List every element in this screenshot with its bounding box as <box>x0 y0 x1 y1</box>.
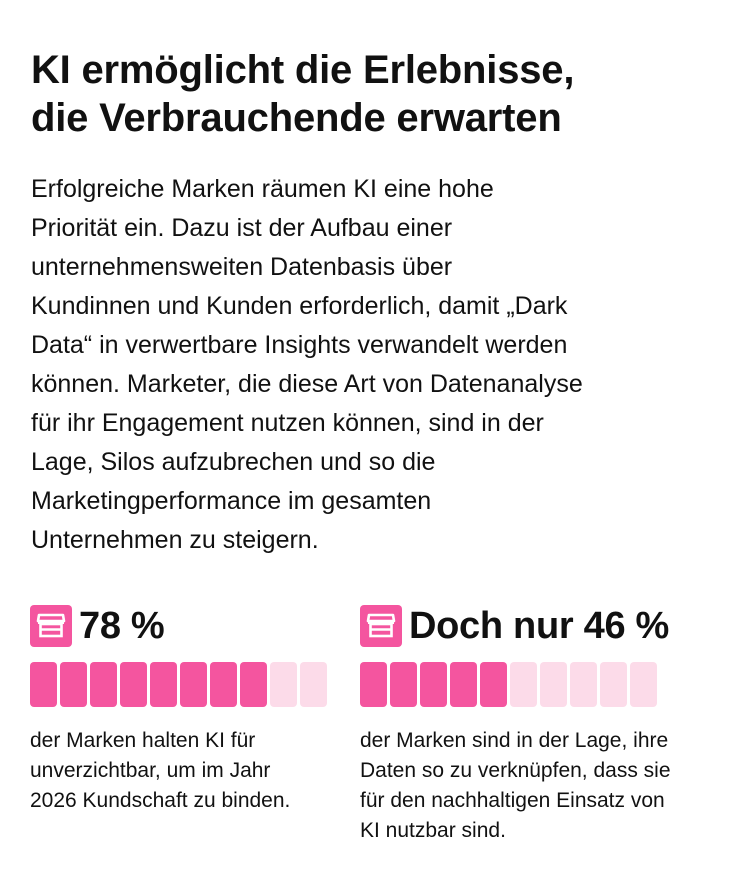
progress-segment-empty <box>570 662 597 707</box>
progress-segment-empty <box>300 662 327 707</box>
body-line: Lage, Silos aufzubrechen und so die <box>31 448 436 476</box>
progress-segment-filled <box>360 662 387 707</box>
body-line: Unternehmen zu steigern. <box>31 526 319 554</box>
body-line: Erfolgreiche Marken räumen KI eine hohe <box>31 175 494 203</box>
stat-value: 78 % <box>79 605 165 647</box>
progress-segment-empty <box>270 662 297 707</box>
headline: KI ermöglicht die Erlebnisse, die Verbra… <box>31 46 721 142</box>
stat-caption: der Marken halten KI für unverzichtbar, … <box>30 726 290 816</box>
progress-segment-filled <box>150 662 177 707</box>
progress-segment-filled <box>390 662 417 707</box>
body-line: können. Marketer, die diese Art von Date… <box>31 370 583 398</box>
body-line: unternehmensweiten Datenbasis über <box>31 253 453 281</box>
progress-segment-filled <box>210 662 237 707</box>
body-line: für ihr Engagement nutzen können, sind i… <box>31 409 544 437</box>
stat-caption-line: Daten so zu verknüpfen, dass sie <box>360 759 671 782</box>
progress-segment-empty <box>600 662 627 707</box>
stat-caption-line: unverzichtbar, um im Jahr <box>30 759 271 782</box>
stat-caption-line: für den nachhaltigen Einsatz von <box>360 789 665 812</box>
progress-segment-empty <box>510 662 537 707</box>
body-line: Priorität ein. Dazu ist der Aufbau einer <box>31 214 453 242</box>
body-line: Kundinnen und Kunden erforderlich, damit… <box>31 292 568 320</box>
progress-segment-filled <box>450 662 477 707</box>
headline-line: KI ermöglicht die Erlebnisse, <box>31 48 575 92</box>
stat-block-46: Doch nur 46 % der Marken sind in der Lag… <box>360 602 720 842</box>
progress-segment-filled <box>420 662 447 707</box>
stat-caption-line: der Marken halten KI für <box>30 729 256 752</box>
progress-segment-filled <box>60 662 87 707</box>
headline-line: die Verbrauchende erwarten <box>31 96 562 140</box>
storefront-icon <box>30 605 72 647</box>
progress-segment-filled <box>180 662 207 707</box>
progress-segment-empty <box>630 662 657 707</box>
storefront-icon <box>360 605 402 647</box>
body-paragraph: Erfolgreiche Marken räumen KI eine hohe … <box>31 170 721 560</box>
stat-value: Doch nur 46 % <box>409 605 670 647</box>
stat-caption-line: KI nutzbar sind. <box>360 819 506 842</box>
progress-segments <box>30 662 327 707</box>
body-line: Data“ in verwertbare Insights verwandelt… <box>31 331 568 359</box>
progress-segment-filled <box>480 662 507 707</box>
progress-segment-filled <box>30 662 57 707</box>
body-line: Marketingperformance im gesamten <box>31 487 432 515</box>
progress-segment-filled <box>90 662 117 707</box>
stat-caption-line: 2026 Kundschaft zu binden. <box>30 789 291 812</box>
progress-segment-empty <box>540 662 567 707</box>
stat-header: Doch nur 46 % <box>360 602 720 650</box>
progress-segments <box>360 662 657 707</box>
stat-caption: der Marken sind in der Lage, ihre Daten … <box>360 726 671 846</box>
progress-segment-filled <box>120 662 147 707</box>
stat-caption-line: der Marken sind in der Lage, ihre <box>360 729 669 752</box>
stat-block-78: 78 % der Marken halten KI für unverzicht… <box>30 602 340 812</box>
stat-header: 78 % <box>30 602 340 650</box>
progress-segment-filled <box>240 662 267 707</box>
